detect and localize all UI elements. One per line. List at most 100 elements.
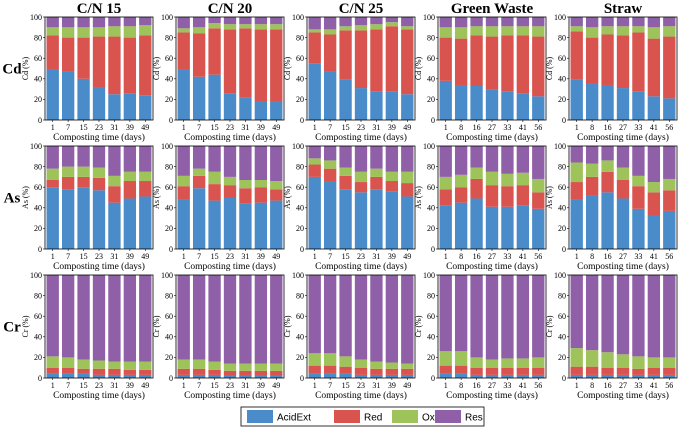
y-tick-label: 100 xyxy=(30,142,42,151)
x-tick-label: 39 xyxy=(388,381,396,390)
bar-cr-c-n-15-day31-red xyxy=(108,368,121,375)
y-axis-label: Cd (%) xyxy=(545,57,554,81)
x-tick-label: 41 xyxy=(650,123,658,132)
bar-cr-straw-day1-res xyxy=(570,275,583,349)
x-tick-label: 15 xyxy=(80,123,88,132)
bar-cr-green-waste-day33-red xyxy=(501,367,514,375)
bar-cd-c-n-25-day7-red xyxy=(323,34,337,72)
x-tick-label: 15 xyxy=(342,252,350,261)
x-tick-label: 7 xyxy=(66,381,70,390)
bar-as-green-waste-day33-acidext xyxy=(501,206,514,249)
x-axis-label: Composting time (days) xyxy=(315,390,407,401)
bar-cr-straw-day33-red xyxy=(632,368,645,375)
x-tick-label: 15 xyxy=(211,123,219,132)
bar-as-c-n-15-day7-res xyxy=(61,146,75,167)
bar-cr-green-waste-day33-oxi xyxy=(501,358,514,368)
bar-as-green-waste-day56-oxi xyxy=(532,178,545,193)
bar-as-green-waste-day8-acidext xyxy=(454,202,468,249)
bar-as-c-n-25-day7-acidext xyxy=(323,181,337,249)
y-tick-label: 20 xyxy=(34,353,42,362)
bar-cd-c-n-25-day23-res xyxy=(354,17,368,26)
bar-cd-c-n-15-day31-red xyxy=(108,36,121,95)
bar-as-straw-day41-oxi xyxy=(647,182,661,193)
x-tick-label: 7 xyxy=(328,123,332,132)
bar-as-straw-day33-res xyxy=(632,146,645,176)
bar-as-c-n-20-day39-oxi xyxy=(254,179,268,188)
x-axis-label: Composting time (days) xyxy=(446,261,538,272)
bar-cd-c-n-20-day31-oxi xyxy=(239,24,252,29)
y-tick-label: 20 xyxy=(427,353,435,362)
bar-cd-c-n-25-day15-oxi xyxy=(339,26,352,31)
x-tick-label: 33 xyxy=(634,123,642,132)
y-axis-label: As (%) xyxy=(545,186,554,209)
legend-label-red: Red xyxy=(364,413,382,424)
bar-cd-straw-day41-red xyxy=(647,38,661,97)
bar-cr-c-n-15-day39-red xyxy=(123,369,137,375)
bar-cr-c-n-20-day39-acidext xyxy=(254,375,268,378)
x-tick-label: 15 xyxy=(80,381,88,390)
bar-cr-straw-day41-acidext xyxy=(647,374,661,378)
y-tick-label: 0 xyxy=(38,245,42,254)
bar-cr-straw-day16-res xyxy=(601,275,614,353)
bar-cr-c-n-25-day15-red xyxy=(339,366,352,374)
x-tick-label: 49 xyxy=(272,381,280,390)
bar-as-green-waste-day1-red xyxy=(439,189,452,206)
bar-cr-green-waste-day41-red xyxy=(516,367,530,375)
bar-as-c-n-15-day15-red xyxy=(77,176,90,188)
y-tick-label: 20 xyxy=(558,224,566,233)
panel-frame xyxy=(44,145,154,250)
y-tick-label: 100 xyxy=(554,142,566,151)
bar-as-green-waste-day56-res xyxy=(532,146,545,179)
bar-cd-straw-day33-acidext xyxy=(632,91,645,120)
panel-frame xyxy=(306,274,416,379)
y-tick-label: 80 xyxy=(34,162,42,171)
x-tick-label: 15 xyxy=(211,252,219,261)
y-axis-label: Cd (%) xyxy=(414,57,423,81)
bar-cr-c-n-25-day1-oxi xyxy=(308,353,321,366)
y-tick-label: 40 xyxy=(34,333,42,342)
bar-cd-c-n-20-day39-acidext xyxy=(254,101,268,120)
bar-as-green-waste-day16-red xyxy=(470,178,483,199)
bar-cr-c-n-20-day23-oxi xyxy=(223,363,237,371)
bar-cd-straw-day27-red xyxy=(616,35,630,89)
x-tick-label: 8 xyxy=(590,381,594,390)
bar-cr-c-n-20-day23-acidext xyxy=(223,375,237,378)
legend-swatch-res xyxy=(435,410,461,423)
x-tick-label: 1 xyxy=(575,123,579,132)
bar-cd-straw-day56-oxi xyxy=(663,26,676,37)
x-axis-label: Composting time (days) xyxy=(184,261,276,272)
y-tick-label: 100 xyxy=(161,142,173,151)
x-tick-label: 23 xyxy=(95,123,103,132)
bar-as-green-waste-day41-oxi xyxy=(516,172,530,186)
y-axis-label: Cd (%) xyxy=(152,57,161,81)
bar-cd-c-n-25-day31-res xyxy=(370,17,383,25)
panel-frame xyxy=(437,274,547,379)
x-tick-label: 23 xyxy=(95,252,103,261)
bar-as-c-n-15-day39-oxi xyxy=(123,171,137,182)
bar-cr-c-n-25-day49-acidext xyxy=(401,374,414,378)
bar-cr-straw-day56-res xyxy=(663,275,676,358)
bar-as-c-n-25-day39-res xyxy=(385,146,399,172)
y-tick-label: 0 xyxy=(431,116,435,125)
bar-cr-c-n-15-day15-acidext xyxy=(77,373,90,378)
bar-cd-c-n-20-day39-oxi xyxy=(254,24,268,30)
bar-cd-straw-day1-acidext xyxy=(570,79,583,120)
y-tick-label: 40 xyxy=(165,333,173,342)
y-tick-label: 100 xyxy=(292,271,304,280)
bar-cr-c-n-20-day7-oxi xyxy=(192,359,206,369)
bar-cr-c-n-15-day7-res xyxy=(61,275,75,358)
bar-cr-green-waste-day33-acidext xyxy=(501,374,514,378)
bar-cr-straw-day16-red xyxy=(601,367,614,375)
bar-as-c-n-25-day15-acidext xyxy=(339,189,352,249)
bar-cr-straw-day41-red xyxy=(647,367,661,375)
bar-cd-c-n-25-day7-res xyxy=(323,17,337,30)
bar-cd-c-n-15-day7-res xyxy=(61,17,75,28)
bar-as-green-waste-day27-oxi xyxy=(485,171,499,186)
bar-cd-c-n-15-day15-oxi xyxy=(77,27,90,38)
bar-as-green-waste-day56-acidext xyxy=(532,208,545,249)
panel-as-straw: 1 8 16 27 33 41 56 0 20 40 60 80 100 As (%) Composting… xyxy=(545,142,678,272)
bar-cd-c-n-15-day39-red xyxy=(123,37,137,94)
bar-cr-straw-day1-red xyxy=(570,366,583,375)
x-tick-label: 27 xyxy=(619,381,627,390)
bar-cr-c-n-25-day23-acidext xyxy=(354,374,368,378)
